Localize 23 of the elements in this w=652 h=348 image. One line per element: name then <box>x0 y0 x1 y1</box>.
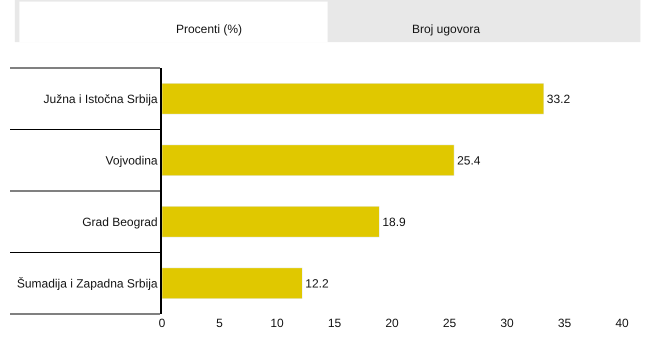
x-tick-label: 0 <box>158 316 166 330</box>
data-label: 25.4 <box>457 153 481 168</box>
text: Broj ugovora <box>412 22 480 36</box>
y-tick-label: Grad Beograd <box>82 214 158 229</box>
bar <box>162 206 380 238</box>
bar <box>162 144 454 176</box>
y-tick-label: Južna i Istočna Srbija <box>44 92 158 106</box>
x-tick-label: 15 <box>328 316 342 330</box>
data-label: 18.9 <box>382 214 406 229</box>
x-tick-label: 25 <box>442 316 456 330</box>
x-tick-label: 5 <box>216 316 224 330</box>
text: Procenti (%) <box>176 22 242 36</box>
data-label: 33.2 <box>546 92 570 106</box>
bar <box>162 83 544 114</box>
y-tick-label: Vojvodina <box>106 153 158 168</box>
y-tick-label: Šumadija i Zapadna Srbija <box>16 276 158 290</box>
data-label: 12.2 <box>305 276 329 290</box>
bar <box>162 268 303 299</box>
x-tick-label: 20 <box>385 316 399 330</box>
x-tick-label: 30 <box>500 316 514 330</box>
x-tick-label: 10 <box>270 316 284 330</box>
x-tick-label: 40 <box>615 316 629 330</box>
x-tick-label: 35 <box>558 316 572 330</box>
